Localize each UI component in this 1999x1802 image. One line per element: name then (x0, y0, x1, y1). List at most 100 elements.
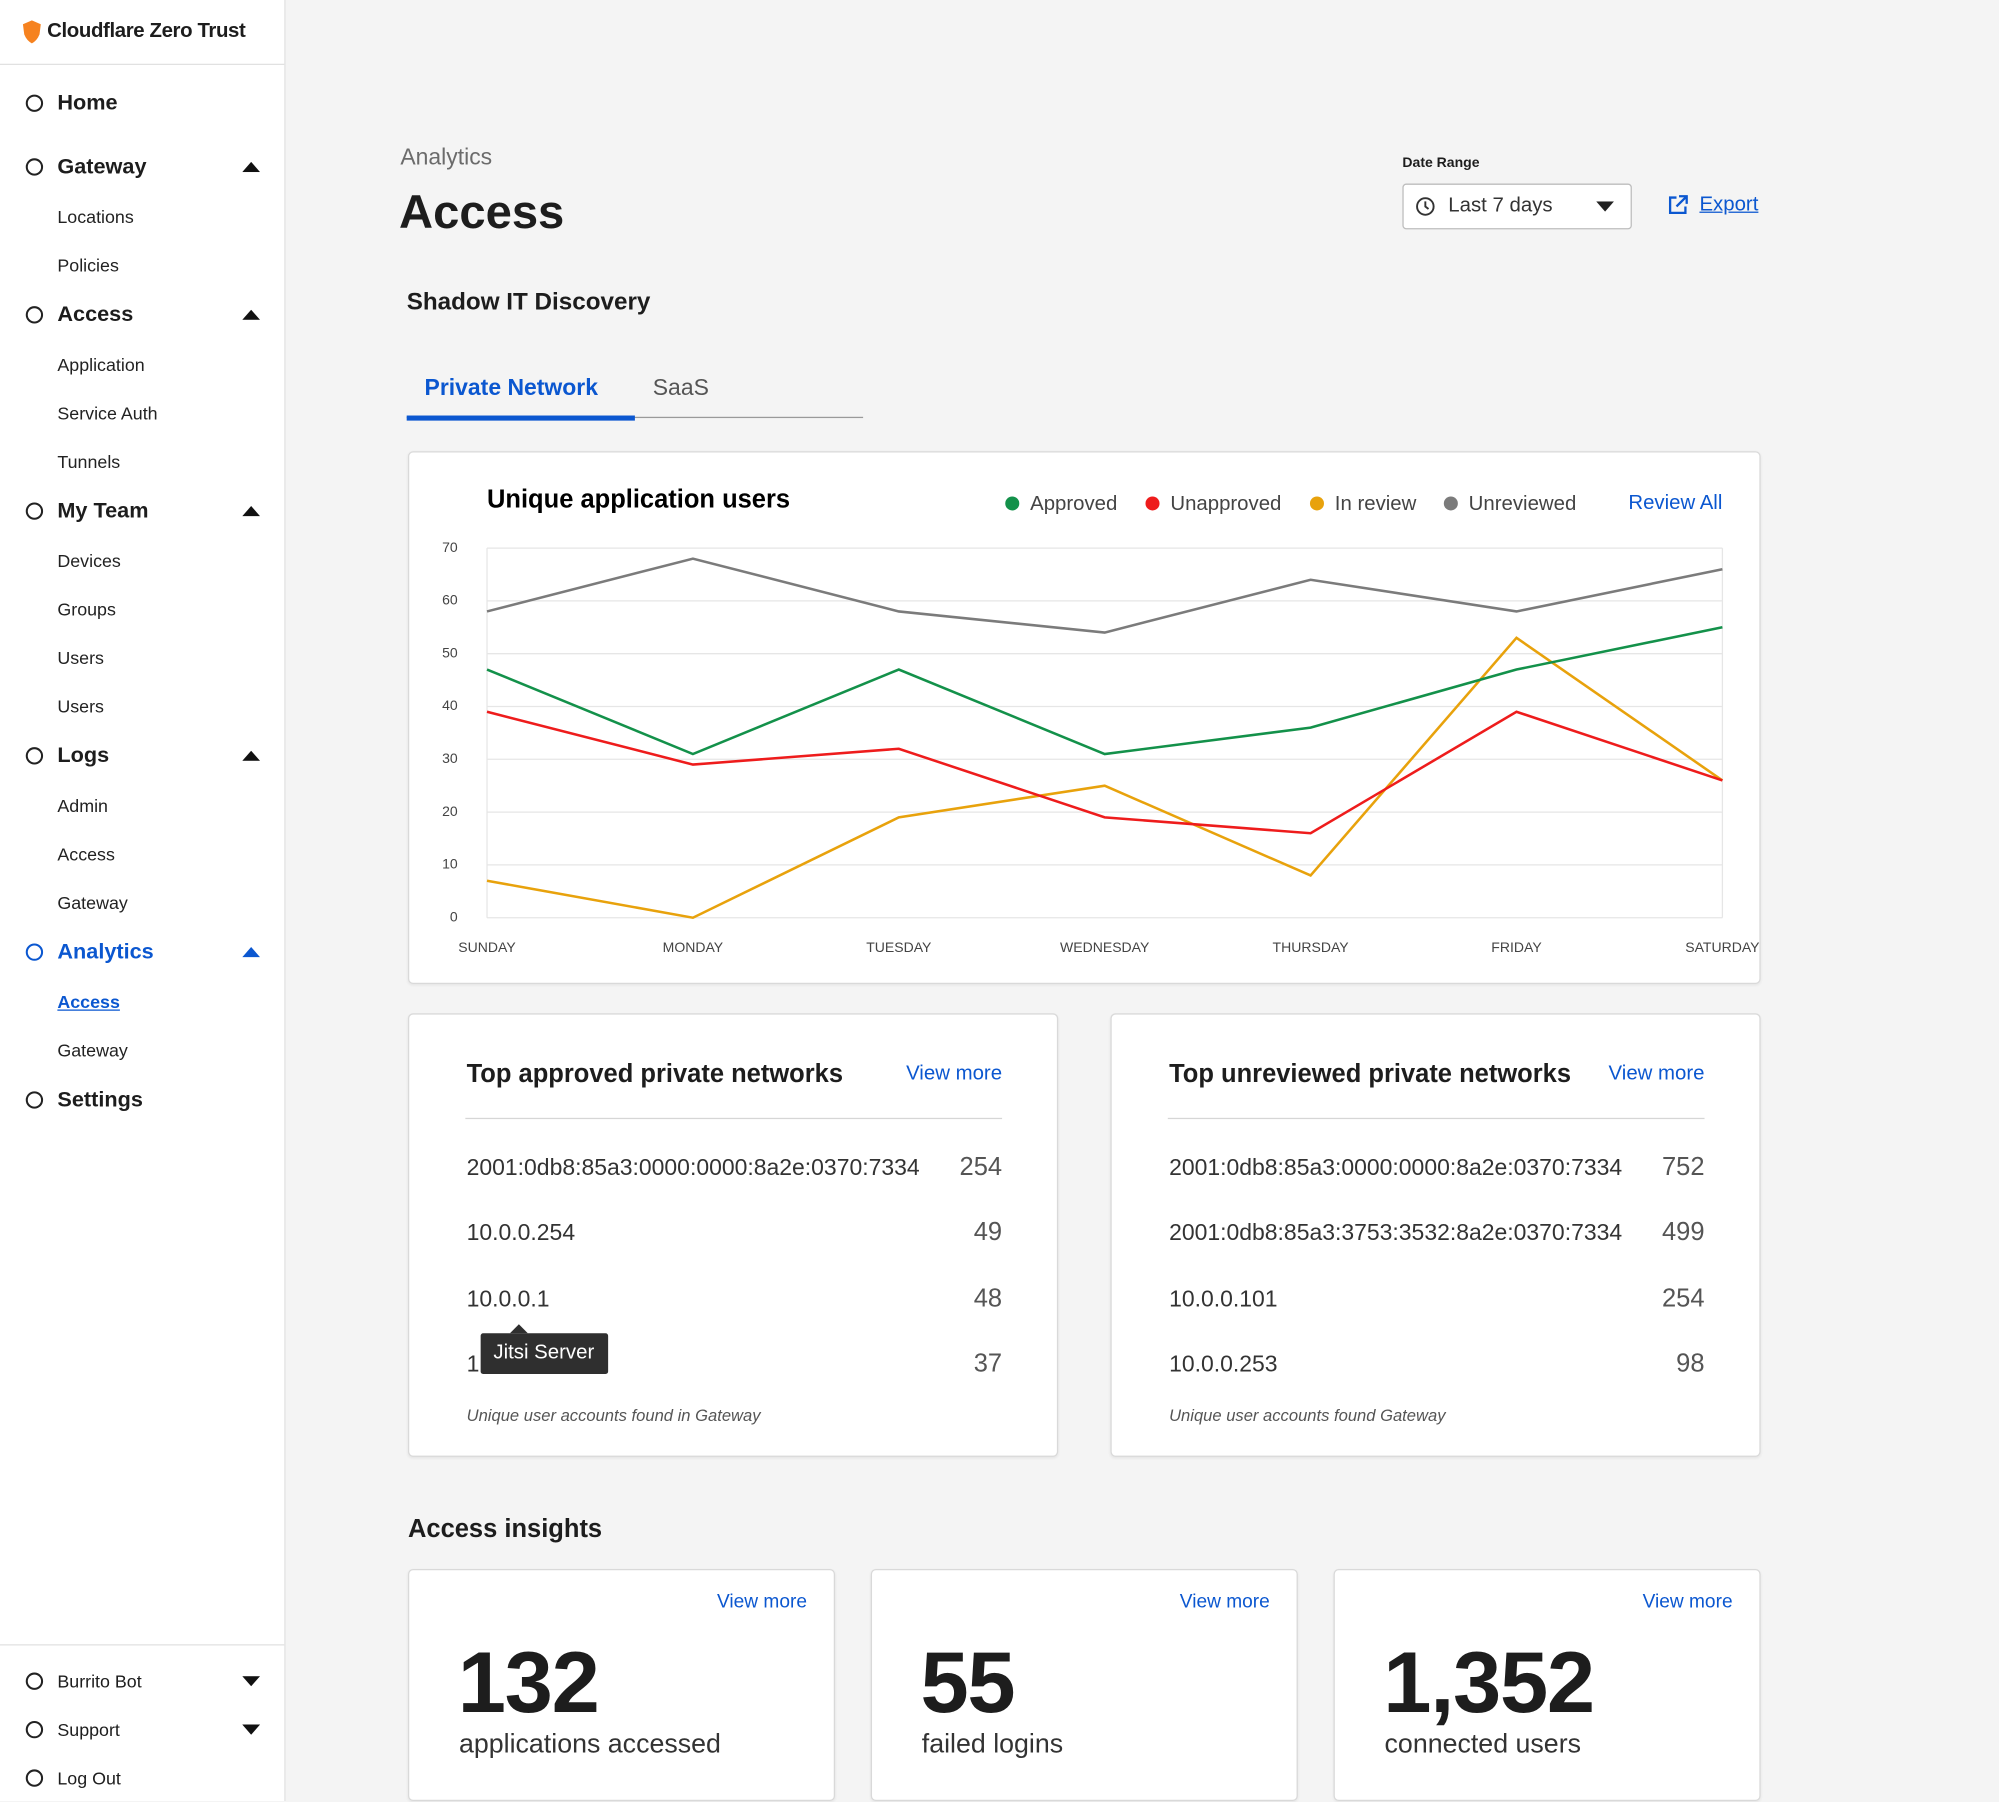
legend-marker (1309, 496, 1324, 511)
footer-item[interactable]: Log Out (0, 1754, 284, 1802)
footer-item[interactable]: Burrito Bot (0, 1657, 284, 1705)
row-value: 752 (1661, 1153, 1705, 1182)
caret-shape (242, 161, 261, 173)
legend-label[interactable]: Unreviewed (1469, 493, 1577, 515)
icon-shape (25, 158, 44, 176)
row-label: 10.0.0.1 (466, 1286, 550, 1312)
footer-label: Support (57, 1719, 120, 1740)
chart-title: Unique application users (487, 486, 790, 514)
dropdown-caret (1596, 201, 1615, 212)
collapse-caret (242, 506, 261, 517)
nav-item[interactable]: Users (57, 695, 104, 717)
footer-label: Log Out (57, 1767, 121, 1789)
breadcrumb[interactable]: Analytics (400, 144, 493, 170)
insight-card: View more 132 applications accessed (407, 1569, 836, 1802)
divider (0, 1644, 285, 1646)
nav-section[interactable]: Analytics (0, 927, 284, 978)
nav-item[interactable]: Service Auth (57, 402, 158, 424)
card-title: Top approved private networks (466, 1060, 844, 1089)
metric-label: applications accessed (458, 1729, 721, 1759)
x-tick-label: FRIDAY (1491, 939, 1542, 955)
tab[interactable]: Private Network (424, 374, 599, 401)
sidebar: Cloudflare Zero Trust Home Gateway Locatio… (0, 0, 286, 1802)
x-tick-label: SATURDAY (1685, 939, 1759, 955)
row-value: 254 (959, 1153, 1003, 1182)
legend-label[interactable]: In review (1335, 493, 1417, 515)
nav-item[interactable]: Access (57, 843, 115, 865)
x-tick-label: MONDAY (663, 939, 724, 955)
divider (465, 1117, 1003, 1120)
metric-value: 132 (457, 1634, 600, 1731)
legend-marker (1443, 496, 1458, 511)
divider (0, 63, 285, 66)
nav-section-label: Gateway (57, 154, 147, 179)
icon-shape (25, 1769, 44, 1787)
view-more[interactable]: View more (906, 1063, 1003, 1085)
legend-label[interactable]: Unapproved (1170, 493, 1281, 515)
nav-item[interactable]: Groups (57, 599, 116, 620)
y-tick-label: 20 (442, 803, 458, 819)
footnote: Unique user accounts found in Gateway (466, 1405, 761, 1426)
y-tick-label: 10 (442, 856, 458, 872)
footer-item[interactable]: Support (0, 1705, 284, 1753)
caret-shape (242, 947, 261, 958)
nav-icon (25, 502, 44, 520)
nav-item[interactable]: Tunnels (57, 451, 121, 472)
chart: Unique application users Review All Approv… (442, 486, 1759, 955)
card-title: Top unreviewed private networks (1169, 1060, 1572, 1089)
nav-item[interactable]: Access (57, 991, 120, 1013)
collapse-caret (242, 947, 261, 958)
export-link[interactable]: Export (1699, 193, 1759, 216)
nav-section[interactable]: Access (0, 289, 284, 340)
expand-caret (242, 1724, 261, 1735)
icon-shape (25, 1720, 44, 1739)
nav-item[interactable]: Locations (57, 206, 134, 227)
legend-label[interactable]: Approved (1030, 493, 1117, 515)
nav-item[interactable]: Policies (57, 254, 119, 276)
insight-card: View more 55 failed logins (870, 1569, 1298, 1802)
y-tick-label: 60 (442, 592, 458, 608)
nav-item[interactable]: Devices (57, 550, 121, 572)
row-value: 48 (973, 1284, 1003, 1313)
caret-shape (242, 750, 261, 761)
x-tick-label: SUNDAY (458, 939, 516, 955)
review-all[interactable]: Review All (1628, 492, 1722, 514)
nav-section-label: Settings (57, 1087, 143, 1112)
view-more[interactable]: View more (1608, 1063, 1705, 1085)
insights-title: Access insights (407, 1515, 603, 1544)
nav-section[interactable]: Home (0, 78, 284, 129)
nav-item[interactable]: Application (57, 354, 145, 375)
expand-caret (242, 1676, 261, 1687)
nav-item[interactable]: Gateway (57, 892, 128, 913)
tab[interactable]: SaaS (652, 374, 709, 401)
x-tick-label: THURSDAY (1273, 939, 1350, 955)
y-tick-label: 50 (442, 644, 458, 660)
icon-shape (25, 1091, 44, 1109)
tooltip-arrow (509, 1324, 528, 1334)
y-tick-label: 0 (450, 908, 458, 924)
legend-marker (1145, 496, 1160, 511)
nav-section-label: My Team (57, 498, 149, 523)
nav-section[interactable]: Settings (0, 1074, 284, 1125)
footer-icon (25, 1720, 44, 1739)
nav-item[interactable]: Admin (57, 795, 108, 816)
brand-logo (22, 20, 41, 44)
nav-section-label: Home (57, 90, 118, 115)
nav-item[interactable]: Users (57, 647, 104, 668)
nav-section[interactable]: Logs (0, 730, 284, 781)
series-line (486, 626, 1723, 756)
metric-label: failed logins (921, 1729, 1064, 1759)
nav-icon (25, 306, 44, 324)
caret-shape (242, 1676, 261, 1687)
nav-section[interactable]: My Team (0, 486, 284, 537)
view-more[interactable]: View more (1179, 1590, 1270, 1613)
row-label: 10.0.0.101 (1169, 1286, 1278, 1312)
view-more[interactable]: View more (1642, 1590, 1733, 1613)
x-tick-label: TUESDAY (866, 939, 932, 955)
nav-section[interactable]: Gateway (0, 141, 284, 192)
view-more[interactable]: View more (717, 1590, 808, 1613)
date-range-select[interactable]: Last 7 days (1402, 183, 1632, 230)
caret-shape (242, 1724, 261, 1735)
nav-item[interactable]: Gateway (57, 1040, 128, 1061)
